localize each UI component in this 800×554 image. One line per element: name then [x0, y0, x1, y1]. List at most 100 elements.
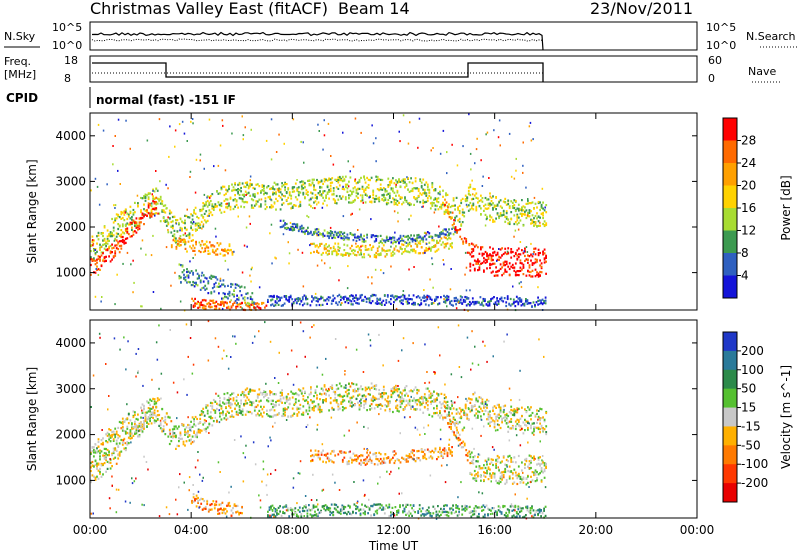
- power-cell: [439, 235, 441, 238]
- power-cell: [541, 187, 544, 190]
- power-cell: [277, 303, 280, 306]
- velocity-cell: [335, 384, 338, 387]
- power-cell: [229, 196, 232, 199]
- power-cell: [492, 220, 494, 223]
- power-cell: [249, 194, 252, 197]
- velocity-cell: [228, 399, 230, 402]
- power-cell: [459, 295, 462, 298]
- power-cell: [137, 224, 139, 227]
- power-cell: [216, 248, 219, 251]
- velocity-cell: [363, 403, 365, 406]
- velocity-cell: [247, 390, 250, 393]
- velocity-cell: [493, 420, 496, 423]
- velocity-cell: [401, 399, 403, 402]
- velocity-cell: [370, 386, 373, 389]
- power-cell: [514, 300, 517, 303]
- power-cell: [446, 299, 448, 302]
- power-cell: [115, 244, 118, 247]
- velocity-cell: [118, 442, 121, 445]
- power-cell: [427, 304, 430, 307]
- velocity-cell: [106, 441, 109, 444]
- velocity-cell: [190, 429, 192, 432]
- power-cell: [140, 196, 142, 199]
- power-cell: [396, 249, 399, 252]
- power-cell: [332, 294, 335, 297]
- velocity-cell: [351, 461, 353, 464]
- velocity-cell: [121, 443, 124, 446]
- power-cell: [505, 212, 508, 215]
- velocity-cell: [282, 407, 285, 410]
- power-cell: [335, 194, 338, 198]
- velocity-cell: [179, 431, 182, 434]
- power-cell: [91, 239, 94, 241]
- velocity-cell: [279, 397, 282, 400]
- velocity-cell: [209, 411, 212, 414]
- power-cell: [234, 194, 236, 197]
- power-cell: [94, 263, 97, 266]
- velocity-cell: [357, 394, 359, 397]
- power-cell: [493, 220, 496, 223]
- power-cell: [411, 248, 414, 251]
- power-cell: [376, 297, 379, 300]
- power-cell: [362, 298, 365, 301]
- velocity-cell: [158, 413, 161, 417]
- power-cell: [258, 185, 261, 188]
- power-cell: [273, 202, 276, 205]
- power-cell: [257, 306, 260, 309]
- power-cell: [470, 251, 473, 254]
- power-cell: [279, 196, 282, 199]
- power-cell: [375, 256, 378, 259]
- velocity-cell: [466, 413, 469, 416]
- power-cell: [326, 192, 329, 195]
- power-cell: [409, 298, 412, 301]
- velocity-cell: [120, 421, 123, 424]
- velocity-cell: [105, 452, 107, 455]
- velocity-cell: [498, 406, 500, 409]
- power-cell: [489, 202, 491, 205]
- power-cell: [442, 232, 444, 235]
- velocity-cell: [508, 411, 511, 414]
- power-cell: [284, 195, 286, 198]
- power-cell: [121, 235, 124, 239]
- power-cell: [96, 235, 98, 238]
- velocity-cell: [384, 398, 387, 401]
- power-cell: [445, 245, 447, 248]
- power-cell: [233, 289, 235, 292]
- velocity-cell: [387, 400, 390, 403]
- velocity-cell: [153, 403, 156, 406]
- power-cell: [519, 269, 522, 272]
- power-cell: [401, 179, 403, 182]
- velocity-cell: [364, 389, 367, 392]
- power-cell: [323, 119, 325, 122]
- power-cell: [109, 232, 112, 236]
- power-cell: [108, 239, 110, 242]
- velocity-cell: [267, 414, 270, 417]
- power-cell: [320, 186, 323, 189]
- velocity-cell: [439, 416, 441, 419]
- velocity-cell: [489, 410, 491, 413]
- power-cell: [508, 222, 511, 226]
- power-cell: [467, 297, 470, 300]
- velocity-cell: [149, 403, 151, 406]
- power-cell: [405, 250, 408, 253]
- power-cell: [297, 229, 300, 233]
- velocity-cell: [514, 410, 517, 413]
- velocity-cell: [96, 451, 98, 454]
- power-cell: [545, 204, 548, 207]
- power-cell: [528, 270, 531, 273]
- velocity-cell: [487, 413, 490, 416]
- power-cell: [385, 249, 388, 252]
- power-cell: [357, 192, 359, 195]
- power-cell: [451, 224, 454, 227]
- power-cell: [346, 238, 349, 241]
- power-cell: [414, 177, 417, 180]
- power-cell: [178, 237, 181, 240]
- power-cell: [184, 232, 186, 235]
- power-cell: [338, 234, 341, 237]
- velocity-cell: [372, 453, 375, 456]
- velocity-cell: [524, 418, 526, 421]
- power-cell: [425, 249, 428, 252]
- velocity-cell: [448, 411, 450, 414]
- power-cell: [124, 211, 126, 214]
- power-cell: [173, 229, 176, 232]
